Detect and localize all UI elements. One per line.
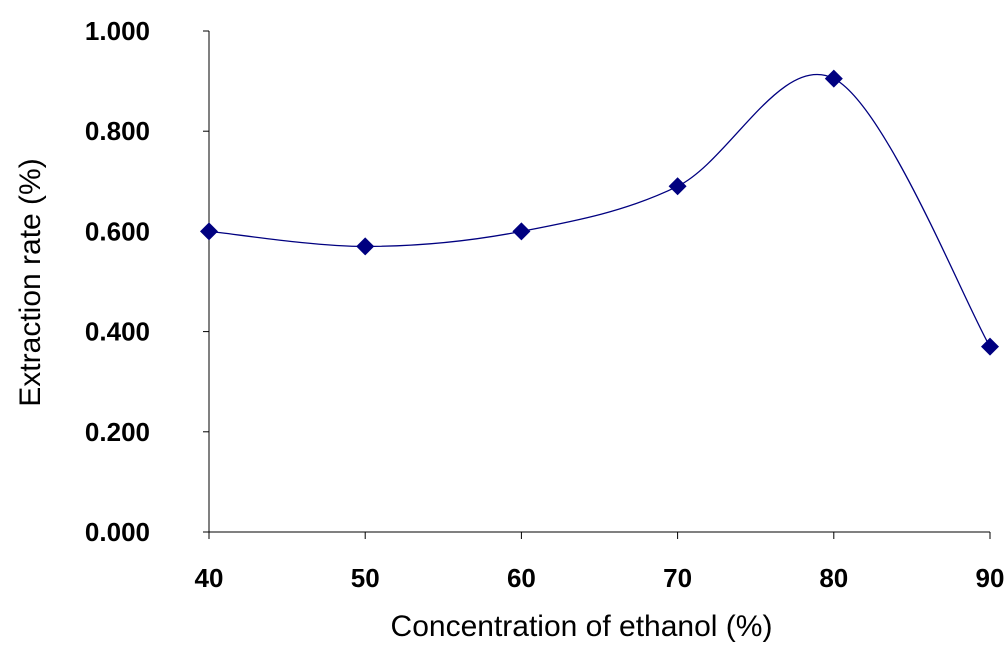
x-tick-label: 70 [663,563,692,593]
plot-area: 0.000 0.200 0.400 0.600 0.800 1.000 40 50 60 70 8… [85,16,1005,593]
y-tick-label: 0.200 [85,417,150,447]
x-axis-ticks: 40 50 60 70 80 90 [195,532,1005,593]
data-markers [200,69,999,356]
x-tick-label: 80 [819,563,848,593]
x-tick-label: 60 [507,563,536,593]
y-axis-ticks: 0.000 0.200 0.400 0.600 0.800 1.000 [85,16,209,547]
data-point-marker [200,222,218,241]
x-axis-title: Concentration of ethanol (%) [391,610,773,643]
data-point-marker [981,337,999,356]
x-tick-label: 90 [976,563,1005,593]
y-axis-title: Extraction rate (%) [14,158,47,406]
data-point-marker [668,177,687,196]
y-tick-label: 0.600 [85,216,150,246]
data-point-marker [824,69,843,88]
data-point-marker [512,222,531,241]
x-tick-label: 40 [195,563,224,593]
series-line [208,73,991,347]
y-tick-label: 0.000 [85,517,150,547]
y-tick-label: 0.400 [85,317,150,347]
data-point-marker [356,237,375,256]
x-tick-label: 50 [351,563,380,593]
y-tick-label: 0.800 [85,116,150,146]
y-tick-label: 1.000 [85,16,150,46]
